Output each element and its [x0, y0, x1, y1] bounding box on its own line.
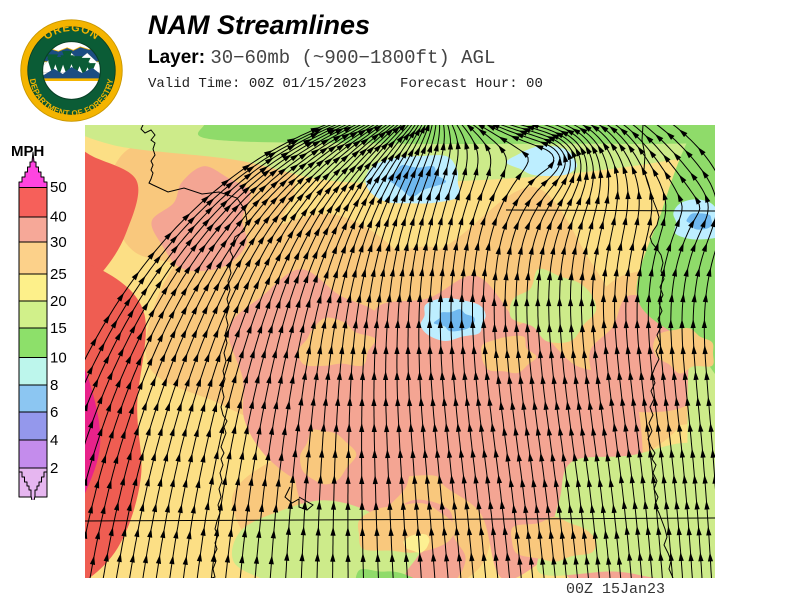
svg-text:30: 30: [50, 234, 67, 251]
svg-text:20: 20: [50, 293, 67, 310]
svg-text:40: 40: [50, 209, 67, 226]
svg-text:4: 4: [50, 432, 58, 449]
svg-text:8: 8: [50, 377, 58, 394]
svg-text:MPH: MPH: [11, 143, 44, 160]
svg-text:2: 2: [50, 460, 58, 477]
svg-text:6: 6: [50, 404, 58, 421]
svg-text:15: 15: [50, 320, 67, 337]
svg-text:10: 10: [50, 350, 67, 367]
svg-text:25: 25: [50, 266, 67, 283]
svg-text:50: 50: [50, 179, 67, 196]
